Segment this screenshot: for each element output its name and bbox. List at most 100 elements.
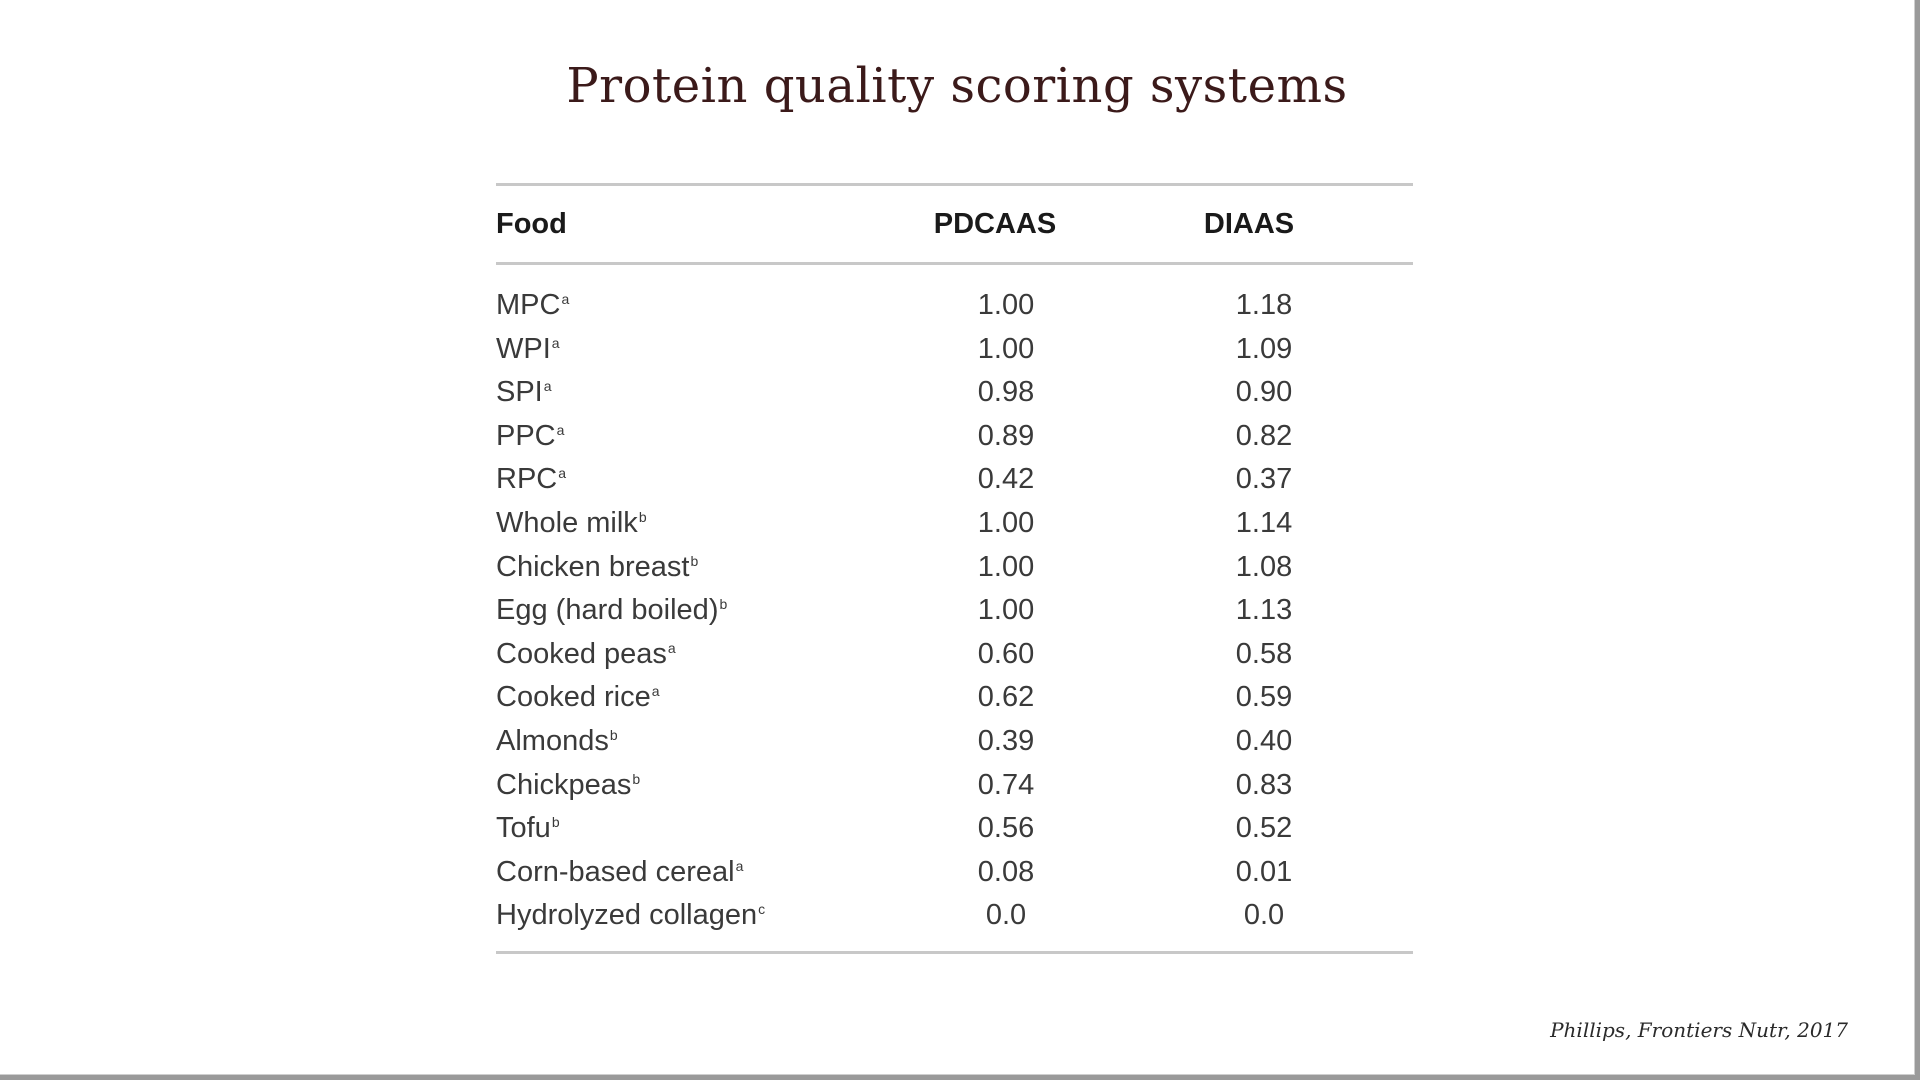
food-name: Corn-based cereal: [496, 855, 735, 888]
food-name: Egg (hard boiled): [496, 594, 719, 627]
table-row: SPIa 0.98 0.90: [496, 372, 1413, 416]
diaas-cell: 0.90: [1235, 376, 1293, 409]
footnote-mark: a: [735, 857, 744, 874]
food-name: WPI: [496, 332, 551, 365]
citation: Phillips, Frontiers Nutr, 2017: [1550, 1018, 1848, 1042]
food-cell: WPIa: [496, 333, 560, 366]
pdcaas-cell: 0.98: [977, 376, 1035, 409]
food-name: Chicken breast: [496, 550, 690, 583]
footnote-mark: b: [609, 726, 618, 743]
table-row: Cooked ricea 0.62 0.59: [496, 677, 1413, 721]
footnote-mark: a: [551, 334, 560, 351]
table-row: Almondsb 0.39 0.40: [496, 721, 1413, 765]
pdcaas-cell: 0.62: [977, 681, 1035, 714]
table-top-rule: [496, 183, 1413, 186]
food-cell: RPCa: [496, 463, 566, 496]
table-row: Egg (hard boiled)b 1.00 1.13: [496, 590, 1413, 634]
table-header: Food PDCAAS DIAAS: [496, 186, 1413, 262]
food-cell: Egg (hard boiled)b: [496, 594, 727, 627]
table-row: Tofub 0.56 0.52: [496, 808, 1413, 852]
table-body: MPCa 1.00 1.18 WPIa 1.00 1.09 SPIa 0.98 0.90 PPCa…: [496, 265, 1413, 951]
food-cell: SPIa: [496, 376, 552, 409]
footnote-mark: a: [543, 378, 552, 395]
diaas-cell: 0.82: [1235, 419, 1293, 452]
pdcaas-cell: 0.89: [977, 419, 1035, 452]
footnote-mark: a: [556, 421, 565, 438]
footnote-mark: a: [651, 683, 660, 700]
footnote-mark: c: [758, 901, 766, 918]
diaas-cell: 0.59: [1235, 681, 1293, 714]
table-bottom-rule: [496, 950, 1413, 954]
food-name: Cooked peas: [496, 637, 667, 670]
food-name: RPC: [496, 463, 558, 496]
pdcaas-cell: 0.08: [977, 855, 1035, 888]
food-name: Hydrolyzed collagen: [496, 899, 758, 932]
food-cell: Whole milkb: [496, 507, 647, 540]
header-food: Food: [496, 208, 567, 240]
food-cell: Cooked peasa: [496, 638, 676, 671]
diaas-cell: 0.58: [1235, 637, 1293, 670]
diaas-cell: 1.13: [1235, 594, 1293, 627]
table-row: Chicken breastb 1.00 1.08: [496, 547, 1413, 591]
food-cell: Chickpeasb: [496, 769, 640, 802]
food-cell: Tofub: [496, 812, 560, 845]
table-row: Chickpeasb 0.74 0.83: [496, 765, 1413, 809]
header-diaas: DIAAS: [1203, 208, 1295, 240]
diaas-cell: 0.0: [1243, 899, 1285, 932]
header-pdcaas: PDCAAS: [933, 208, 1057, 240]
pdcaas-cell: 1.00: [977, 506, 1035, 539]
pdcaas-cell: 0.74: [977, 768, 1035, 801]
food-name: Chickpeas: [496, 768, 632, 801]
food-cell: MPCa: [496, 289, 569, 322]
pdcaas-cell: 1.00: [977, 332, 1035, 365]
slide-title: Protein quality scoring systems: [566, 58, 1348, 114]
diaas-cell: 1.09: [1235, 332, 1293, 365]
footnote-mark: b: [719, 596, 728, 613]
diaas-cell: 0.40: [1235, 724, 1293, 757]
diaas-cell: 1.14: [1235, 506, 1293, 539]
table-row: Cooked peasa 0.60 0.58: [496, 634, 1413, 678]
table-header-rule: [496, 262, 1413, 265]
pdcaas-cell: 0.39: [977, 724, 1035, 757]
table-row: RPCa 0.42 0.37: [496, 459, 1413, 503]
food-cell: Cooked ricea: [496, 681, 660, 714]
table-row: Corn-based cereala 0.08 0.01: [496, 852, 1413, 896]
food-name: SPI: [496, 376, 543, 409]
food-name: Whole milk: [496, 506, 638, 539]
food-cell: Hydrolyzed collagenc: [496, 899, 765, 932]
food-name: MPC: [496, 289, 561, 321]
food-cell: Almondsb: [496, 725, 618, 758]
pdcaas-cell: 0.42: [977, 463, 1035, 496]
food-name: Almonds: [496, 724, 609, 757]
diaas-cell: 0.52: [1235, 812, 1293, 845]
pdcaas-cell: 0.60: [977, 637, 1035, 670]
footnote-mark: a: [561, 291, 570, 307]
food-cell: PPCa: [496, 420, 564, 453]
pdcaas-cell: 1.00: [977, 289, 1035, 321]
pdcaas-cell: 1.00: [977, 550, 1035, 583]
food-name: PPC: [496, 419, 556, 452]
footnote-mark: a: [558, 465, 567, 482]
table-row: Whole milkb 1.00 1.14: [496, 503, 1413, 547]
footnote-mark: b: [638, 508, 647, 525]
footnote-mark: b: [690, 552, 699, 569]
food-name: Tofu: [496, 812, 551, 845]
pdcaas-cell: 0.0: [985, 899, 1027, 932]
table-row: Hydrolyzed collagenc 0.0 0.0: [496, 895, 1413, 939]
table-row: MPCa 1.00 1.18: [496, 285, 1413, 329]
food-name: Cooked rice: [496, 681, 651, 714]
diaas-cell: 0.83: [1235, 768, 1293, 801]
diaas-cell: 1.08: [1235, 550, 1293, 583]
food-cell: Chicken breastb: [496, 551, 698, 584]
diaas-cell: 0.37: [1235, 463, 1293, 496]
footnote-mark: b: [551, 814, 560, 831]
footnote-mark: a: [667, 639, 676, 656]
food-cell: Corn-based cereala: [496, 856, 743, 889]
diaas-cell: 1.18: [1235, 289, 1293, 321]
diaas-cell: 0.01: [1235, 855, 1293, 888]
protein-table: Food PDCAAS DIAAS MPCa 1.00 1.18 WPIa 1.00 1.…: [496, 183, 1413, 954]
table-row: PPCa 0.89 0.82: [496, 416, 1413, 460]
pdcaas-cell: 0.56: [977, 812, 1035, 845]
table-row: WPIa 1.00 1.09: [496, 329, 1413, 373]
